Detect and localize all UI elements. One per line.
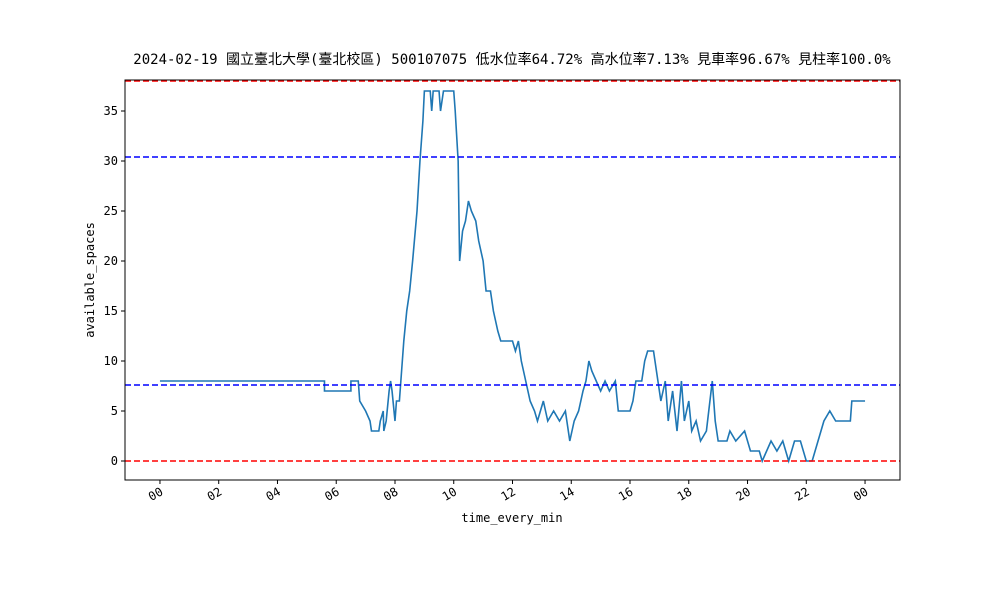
y-tick-label: 25	[104, 204, 118, 218]
x-tick-label: 14	[557, 484, 577, 503]
x-tick-label: 12	[498, 484, 518, 503]
x-tick-label: 20	[734, 484, 754, 503]
y-tick-label: 0	[111, 454, 118, 468]
x-tick-label: 00	[146, 484, 166, 503]
chart-title: 2024-02-19 國立臺北大學(臺北校區) 500107075 低水位率64…	[133, 51, 891, 68]
series-line	[159, 90, 866, 464]
x-tick-label: 04	[263, 484, 283, 503]
y-tick-label: 5	[111, 404, 118, 418]
x-tick-label: 00	[851, 484, 871, 503]
plot-frame	[124, 79, 901, 481]
x-tick-label: 06	[322, 484, 342, 503]
y-tick-label: 20	[104, 254, 118, 268]
y-tick-label: 15	[104, 304, 118, 318]
y-axis-label: available_spaces	[83, 222, 97, 338]
x-tick-label: 16	[616, 484, 636, 503]
x-tick-label: 02	[205, 484, 225, 503]
y-tick-label: 35	[104, 104, 118, 118]
x-tick-label: 10	[440, 484, 460, 503]
y-tick-label: 10	[104, 354, 118, 368]
y-tick-label: 30	[104, 154, 118, 168]
x-tick-label: 08	[381, 484, 401, 503]
x-axis-label: time_every_min	[461, 511, 562, 525]
x-tick-label: 18	[675, 484, 695, 503]
x-tick-label: 22	[792, 484, 812, 503]
